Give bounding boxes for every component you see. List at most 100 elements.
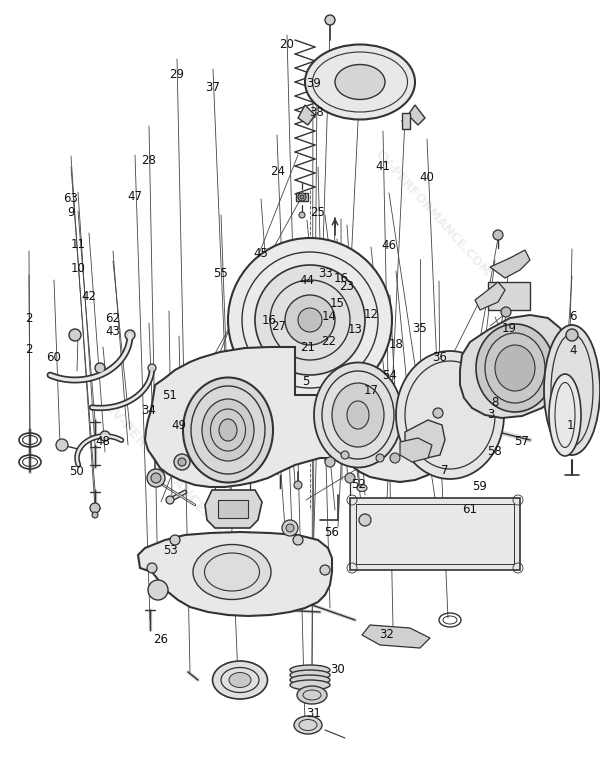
Ellipse shape xyxy=(290,675,330,685)
Text: 12: 12 xyxy=(363,307,378,321)
Text: 4: 4 xyxy=(569,344,577,358)
Text: 7: 7 xyxy=(442,464,449,478)
Circle shape xyxy=(300,195,304,199)
Polygon shape xyxy=(405,420,445,460)
Circle shape xyxy=(299,212,305,218)
Circle shape xyxy=(293,535,303,545)
Text: 3: 3 xyxy=(487,407,494,421)
Text: 9: 9 xyxy=(67,205,74,219)
Text: 41: 41 xyxy=(376,159,390,173)
Text: 6: 6 xyxy=(569,310,577,324)
Circle shape xyxy=(501,307,511,317)
Text: 50: 50 xyxy=(70,465,84,478)
Text: 1: 1 xyxy=(566,419,574,433)
Polygon shape xyxy=(298,105,315,125)
Text: 37: 37 xyxy=(206,81,220,95)
Ellipse shape xyxy=(294,716,322,734)
Circle shape xyxy=(298,193,306,201)
Polygon shape xyxy=(205,490,262,528)
Text: 46: 46 xyxy=(382,239,396,253)
Text: 48: 48 xyxy=(96,434,110,448)
Text: 25: 25 xyxy=(311,205,325,219)
Text: 40: 40 xyxy=(420,170,434,184)
Ellipse shape xyxy=(305,44,415,120)
Circle shape xyxy=(325,457,335,467)
Text: 14: 14 xyxy=(322,310,336,324)
Text: 18: 18 xyxy=(389,338,403,352)
Ellipse shape xyxy=(290,670,330,680)
Ellipse shape xyxy=(357,485,367,491)
Ellipse shape xyxy=(297,686,327,704)
Circle shape xyxy=(255,265,365,375)
Text: 49: 49 xyxy=(172,419,186,433)
Circle shape xyxy=(100,431,110,441)
Text: CV-PERFORMANCE.COM: CV-PERFORMANCE.COM xyxy=(101,400,235,546)
Text: 8: 8 xyxy=(491,396,499,410)
Ellipse shape xyxy=(347,401,369,429)
Ellipse shape xyxy=(335,65,385,99)
Text: 56: 56 xyxy=(324,526,338,539)
Circle shape xyxy=(56,439,68,451)
Circle shape xyxy=(174,454,190,470)
Text: 16: 16 xyxy=(261,314,276,327)
Circle shape xyxy=(92,512,98,518)
Text: 10: 10 xyxy=(71,262,85,275)
Text: 34: 34 xyxy=(142,404,156,417)
Bar xyxy=(402,113,410,129)
Ellipse shape xyxy=(183,378,273,482)
Circle shape xyxy=(228,238,392,402)
Text: 58: 58 xyxy=(488,445,502,459)
Text: 19: 19 xyxy=(501,321,516,335)
Text: 45: 45 xyxy=(254,246,268,260)
Text: 26: 26 xyxy=(154,633,168,646)
Text: 31: 31 xyxy=(306,707,320,720)
Text: 21: 21 xyxy=(299,340,314,354)
Circle shape xyxy=(69,329,81,341)
Text: 23: 23 xyxy=(340,279,354,293)
Circle shape xyxy=(166,496,174,504)
Bar xyxy=(356,504,514,564)
Circle shape xyxy=(148,580,168,600)
Text: 53: 53 xyxy=(164,544,178,558)
Text: 5: 5 xyxy=(302,375,310,388)
Text: 13: 13 xyxy=(348,323,362,336)
Text: 52: 52 xyxy=(352,478,366,491)
Circle shape xyxy=(493,230,503,240)
Text: 15: 15 xyxy=(330,297,344,311)
Text: 39: 39 xyxy=(306,77,320,91)
Text: 57: 57 xyxy=(515,434,529,448)
Bar xyxy=(218,500,248,518)
Polygon shape xyxy=(490,250,530,278)
Text: 24: 24 xyxy=(269,165,284,179)
Circle shape xyxy=(178,458,186,466)
Circle shape xyxy=(170,535,180,545)
Ellipse shape xyxy=(396,351,504,479)
Text: 2: 2 xyxy=(25,312,32,326)
Ellipse shape xyxy=(495,345,535,391)
Ellipse shape xyxy=(193,545,271,600)
Circle shape xyxy=(433,408,443,418)
Text: 29: 29 xyxy=(170,68,185,82)
Text: 63: 63 xyxy=(64,192,78,205)
Text: 59: 59 xyxy=(473,480,487,494)
Text: 30: 30 xyxy=(330,663,344,677)
Circle shape xyxy=(390,453,400,463)
Circle shape xyxy=(320,565,330,575)
Ellipse shape xyxy=(202,399,254,461)
Text: 33: 33 xyxy=(318,266,332,280)
Text: 35: 35 xyxy=(413,321,427,335)
Polygon shape xyxy=(475,282,505,310)
Bar xyxy=(296,193,308,201)
Polygon shape xyxy=(400,438,432,462)
Polygon shape xyxy=(138,532,332,616)
Circle shape xyxy=(376,454,384,462)
Ellipse shape xyxy=(544,325,600,455)
Ellipse shape xyxy=(332,383,384,447)
Text: 62: 62 xyxy=(106,312,121,326)
Text: 42: 42 xyxy=(82,289,97,303)
Ellipse shape xyxy=(290,665,330,675)
Circle shape xyxy=(298,308,322,332)
Circle shape xyxy=(345,473,355,483)
Text: 44: 44 xyxy=(299,274,314,288)
Polygon shape xyxy=(408,105,425,125)
